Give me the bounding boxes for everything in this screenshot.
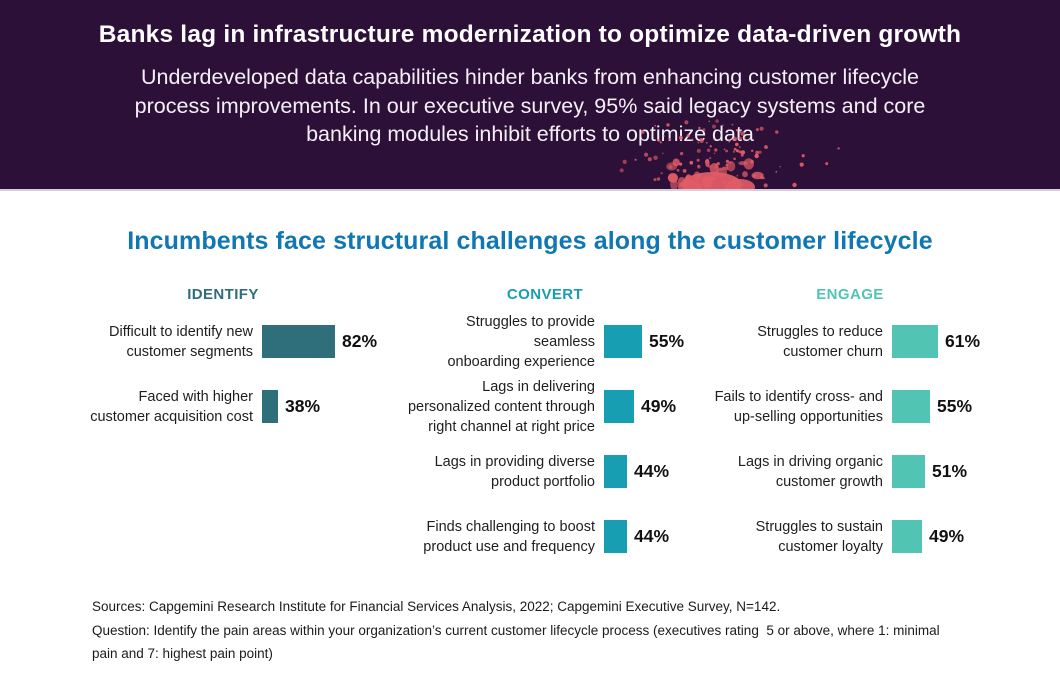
value-bar bbox=[604, 390, 634, 423]
chart-row: Lags in delivering personalized content … bbox=[404, 374, 700, 439]
column-header-identify: IDENTIFY bbox=[187, 286, 259, 303]
column-header-convert: CONVERT bbox=[506, 286, 584, 303]
value-bar bbox=[892, 455, 925, 488]
bar-value-label: 49% bbox=[641, 396, 677, 416]
value-bar bbox=[604, 520, 627, 553]
bar-group: 49% bbox=[604, 390, 700, 423]
value-bar bbox=[262, 325, 335, 358]
lifecycle-column-identify: IDENTIFY Difficult to identify new custom… bbox=[86, 286, 378, 439]
lifecycle-columns: IDENTIFY Difficult to identify new custom… bbox=[0, 286, 1060, 569]
bar-group: 49% bbox=[892, 520, 1002, 553]
chart-row: Struggles to sustain customer loyalty 49% bbox=[712, 504, 1002, 569]
pain-area-label: Struggles to provide seamless onboarding… bbox=[447, 313, 595, 370]
bar-value-label: 55% bbox=[937, 396, 973, 416]
chart-row: Lags in driving organic customer growth 5… bbox=[712, 439, 1002, 504]
bar-group: 51% bbox=[892, 455, 1002, 488]
value-bar bbox=[892, 520, 922, 553]
chart-title: Incumbents face structural challenges al… bbox=[127, 227, 933, 255]
value-bar bbox=[892, 325, 938, 358]
pain-area-label: Finds challenging to boost product use a… bbox=[423, 518, 595, 555]
hero-banner: Banks lag in infrastructure modernizatio… bbox=[0, 0, 1060, 191]
chart-row: Difficult to identify new customer segme… bbox=[86, 309, 378, 374]
chart-row: Struggles to provide seamless onboarding… bbox=[404, 309, 700, 374]
bar-value-label: 44% bbox=[634, 526, 670, 546]
sources-note: Sources: Capgemini Research Institute fo… bbox=[92, 599, 781, 614]
chart-row: Faced with higher customer acquisition c… bbox=[86, 374, 374, 439]
pain-area-label: Fails to identify cross- and up-selling … bbox=[714, 388, 883, 425]
chart-row: Struggles to reduce customer churn 61% bbox=[712, 309, 1002, 374]
bar-value-label: 82% bbox=[342, 331, 378, 351]
bar-group: 44% bbox=[604, 520, 700, 553]
page-title: Banks lag in infrastructure modernizatio… bbox=[98, 21, 962, 48]
lifecycle-column-convert: CONVERT Struggles to provide seamless onb… bbox=[404, 286, 700, 569]
chart-row: Lags in providing diverse product portfo… bbox=[404, 439, 700, 504]
value-bar bbox=[892, 390, 930, 423]
pain-area-label: Lags in delivering personalized content … bbox=[407, 378, 595, 435]
pain-area-label: Faced with higher customer acquisition c… bbox=[90, 388, 253, 425]
column-header-engage: ENGAGE bbox=[816, 286, 884, 303]
bar-value-label: 38% bbox=[285, 396, 321, 416]
value-bar bbox=[604, 325, 642, 358]
bar-value-label: 61% bbox=[945, 331, 981, 351]
bar-group: 44% bbox=[604, 455, 700, 488]
bar-group: 55% bbox=[892, 390, 1002, 423]
pain-area-label: Difficult to identify new customer segme… bbox=[109, 323, 253, 360]
hero-subtitle: Underdeveloped data capabilities hinder … bbox=[134, 65, 926, 146]
bar-value-label: 55% bbox=[649, 331, 685, 351]
bar-group: 82% bbox=[262, 325, 378, 358]
bar-group: 61% bbox=[892, 325, 1002, 358]
chart-section: Incumbents face structural challenges al… bbox=[0, 227, 1060, 569]
pain-area-label: Lags in driving organic customer growth bbox=[737, 453, 883, 490]
bar-value-label: 49% bbox=[929, 526, 965, 546]
bar-value-label: 44% bbox=[634, 461, 670, 481]
pain-area-label: Struggles to reduce customer churn bbox=[757, 323, 883, 360]
bar-group: 55% bbox=[604, 325, 700, 358]
pain-area-label: Struggles to sustain customer loyalty bbox=[755, 518, 883, 555]
value-bar bbox=[604, 455, 627, 488]
value-bar bbox=[262, 390, 278, 423]
pain-area-label: Lags in providing diverse product portfo… bbox=[434, 453, 595, 490]
footnotes: Sources: Capgemini Research Institute fo… bbox=[0, 595, 1060, 666]
lifecycle-column-engage: ENGAGE Struggles to reduce customer churn… bbox=[712, 286, 1002, 569]
chart-row: Fails to identify cross- and up-selling … bbox=[712, 374, 1002, 439]
infographic-page: Banks lag in infrastructure modernizatio… bbox=[0, 0, 1060, 666]
question-note: Question: Identify the pain areas within… bbox=[92, 622, 940, 662]
chart-row: Finds challenging to boost product use a… bbox=[404, 504, 700, 569]
bar-group: 38% bbox=[262, 390, 374, 423]
bar-value-label: 51% bbox=[932, 461, 968, 481]
